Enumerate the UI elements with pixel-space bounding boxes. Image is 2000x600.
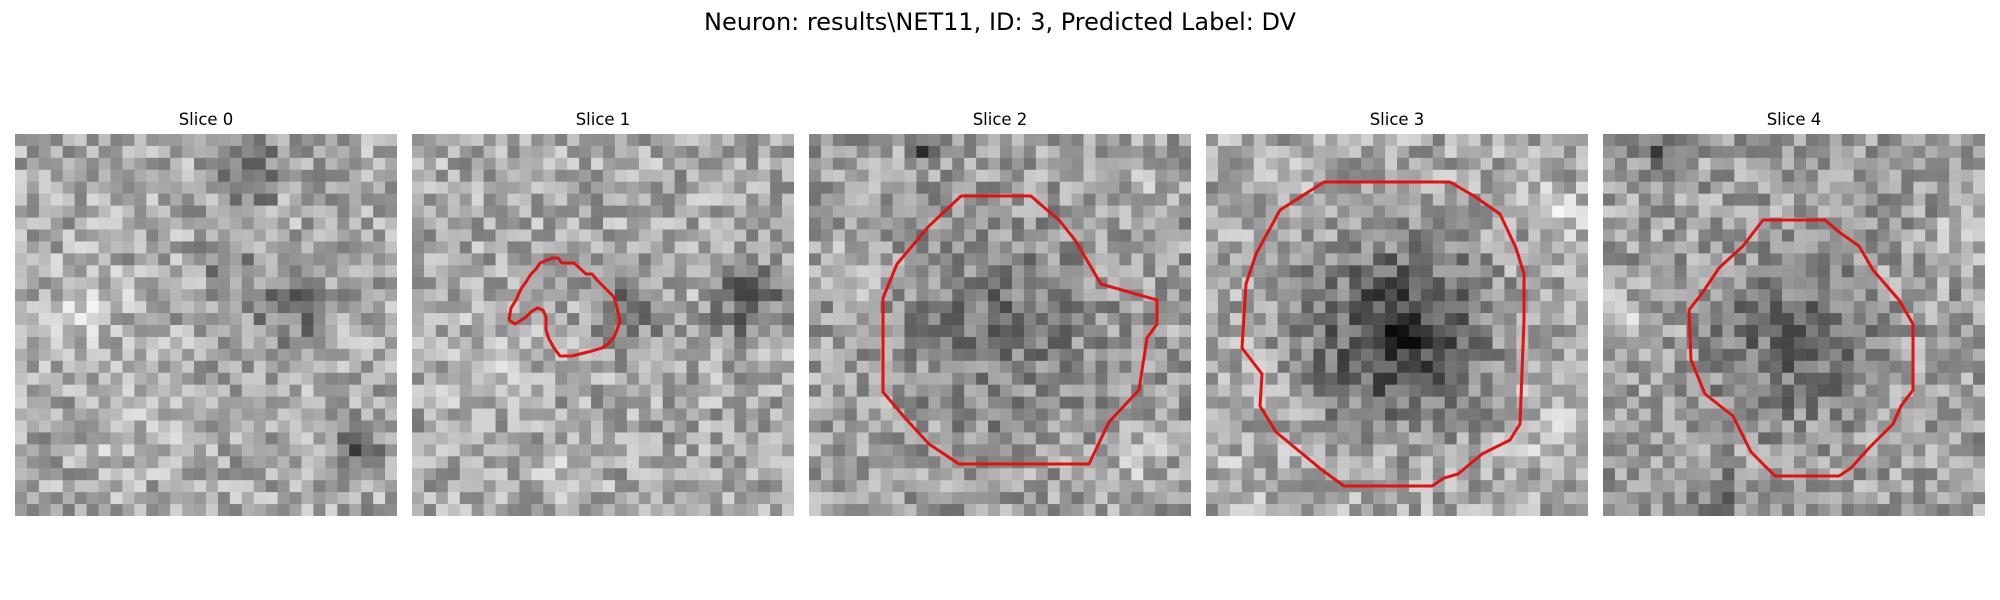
slice-title-3: Slice 3 <box>1369 110 1425 129</box>
slice-image-2 <box>809 134 1191 516</box>
slice-pixels-4 <box>1603 134 1985 516</box>
slice-title-0: Slice 0 <box>178 110 234 129</box>
slice-pixels-0 <box>15 134 397 516</box>
slice-title-2: Slice 2 <box>972 110 1028 129</box>
slice-pixels-2 <box>809 134 1191 516</box>
cell-contour-4 <box>1687 218 1915 478</box>
cell-contour-2 <box>881 194 1159 466</box>
slice-pixels-3 <box>1206 134 1588 516</box>
slice-image-3 <box>1206 134 1588 516</box>
slice-image-1 <box>412 134 794 516</box>
slice-title-4: Slice 4 <box>1766 110 1822 129</box>
slice-pixels-1 <box>412 134 794 516</box>
cell-contour-3 <box>1240 180 1526 488</box>
slice-image-4 <box>1603 134 1985 516</box>
slice-image-0 <box>15 134 397 516</box>
slice-title-1: Slice 1 <box>575 110 631 129</box>
cell-contour-1 <box>507 256 622 358</box>
figure-title: Neuron: results\NET11, ID: 3, Predicted … <box>704 8 1296 36</box>
